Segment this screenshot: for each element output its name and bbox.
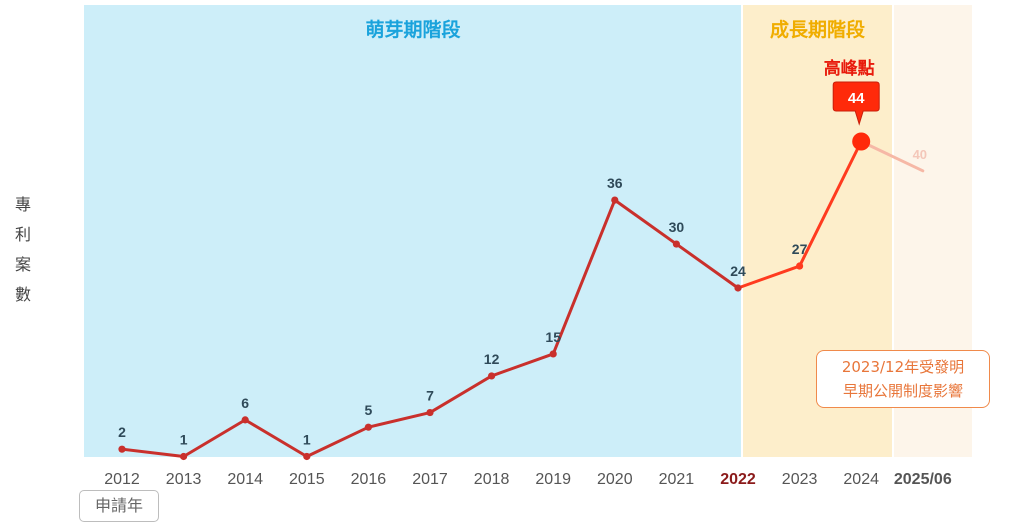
data-point [611,196,619,204]
y-axis-label-char: 案 [14,255,31,274]
data-point [364,423,372,431]
phase-label: 成長期階段 [770,18,866,41]
x-tick-label: 2023 [782,471,818,488]
x-tick-label: 2021 [659,471,695,488]
data-label: 6 [241,395,249,411]
x-tick-label: 2012 [104,471,140,488]
data-label: 5 [365,402,373,418]
peak-callout [832,81,880,126]
data-point [488,372,496,380]
data-point [303,452,311,461]
x-tick-label: 2013 [166,471,202,488]
data-label: 30 [669,219,685,235]
annotation-line-2: 早期公開制度影響 [842,382,963,400]
x-tick-label: 2025/06 [894,471,952,488]
x-tick-label: 2015 [289,471,325,488]
data-point [180,452,188,461]
data-label: 12 [484,351,500,367]
series-line-partial [859,140,925,173]
x-tick-label: 2017 [412,471,448,488]
x-tick-label: 2018 [474,471,510,488]
x-tick-label: 2024 [843,471,879,488]
data-point [241,416,249,424]
y-axis-label: 專 利 案 數 [12,190,34,310]
peak-value: 44 [848,90,865,107]
data-label: 36 [607,175,623,191]
y-axis-label-char: 利 [14,225,31,244]
data-point [734,284,742,292]
y-axis-label-char: 專 [14,195,31,214]
x-axis-label: 申請年 [79,490,159,522]
annotation-box: 2023/12年受發明 早期公開制度影響 [816,350,990,408]
data-point [796,262,804,270]
y-axis-label-char: 數 [14,285,31,304]
peak-point [852,132,871,151]
data-point [118,445,126,453]
data-point [426,408,434,417]
data-point [672,240,681,248]
data-label: 1 [180,432,188,448]
data-label: 27 [792,241,808,257]
phase-band [84,5,742,457]
data-point [549,350,557,358]
phase-label: 萌芽期階段 [365,18,461,41]
x-tick-label: 2014 [227,471,263,488]
data-label: 40 [913,147,927,162]
annotation-line-1: 2023/12年受發明 [841,358,965,376]
data-label: 24 [730,263,746,279]
data-label: 2 [118,424,126,440]
data-label: 15 [545,329,561,345]
x-tick-label: 2020 [597,471,633,488]
x-tick-label: 2022 [720,471,756,488]
x-tick-label: 2019 [535,471,571,488]
peak-label: 高峰點 [824,58,875,79]
data-label: 7 [426,388,434,404]
data-label: 1 [303,432,311,448]
x-tick-label: 2016 [351,471,387,488]
